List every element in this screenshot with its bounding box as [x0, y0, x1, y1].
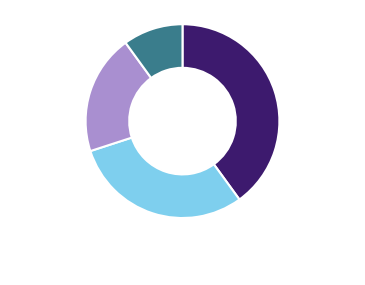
Wedge shape — [126, 24, 182, 78]
Wedge shape — [86, 43, 151, 151]
Wedge shape — [182, 24, 279, 200]
Wedge shape — [91, 138, 239, 218]
